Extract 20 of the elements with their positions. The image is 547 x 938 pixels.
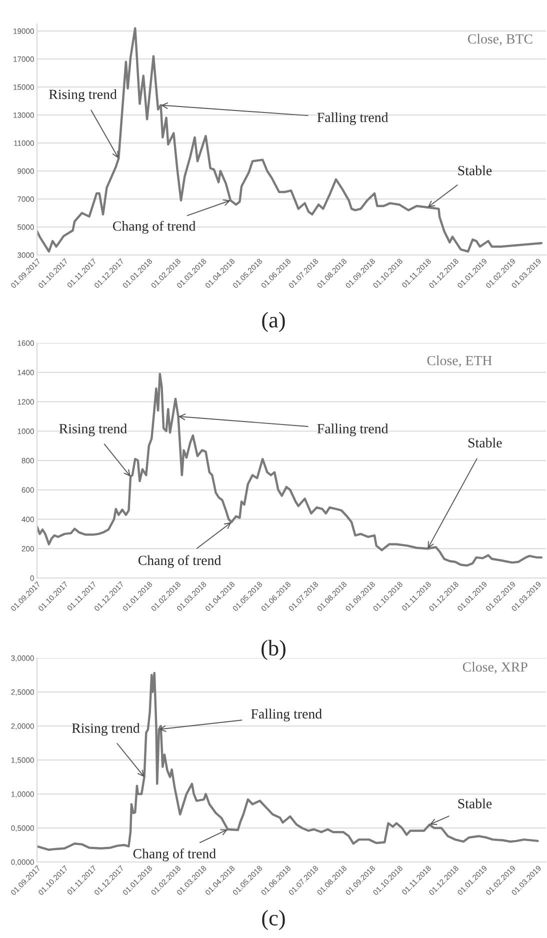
annotation: Stable — [458, 798, 492, 808]
annotation: Falling trend — [317, 424, 388, 436]
annotation: Rising trend — [72, 723, 140, 736]
annotation: Rising trend — [49, 89, 117, 102]
text: (c) — [262, 910, 285, 930]
annotation: Chang of trend — [138, 555, 222, 568]
annotation: Chang of trend — [112, 220, 196, 234]
line-series — [37, 372, 543, 567]
text: (a) — [262, 312, 285, 332]
annotation: Stable — [468, 438, 502, 448]
text: Close, ETH — [427, 356, 492, 368]
annotation: Rising trend — [59, 424, 127, 436]
line-series — [37, 27, 543, 253]
text: Close, BTC — [468, 34, 532, 46]
annotation: Falling trend — [251, 708, 322, 722]
annotation: Stable — [458, 166, 492, 176]
annotation: Chang of trend — [133, 848, 216, 862]
text: (b) — [262, 640, 286, 660]
text: Close, XRP — [462, 662, 528, 674]
annotation: Falling trend — [317, 112, 388, 126]
